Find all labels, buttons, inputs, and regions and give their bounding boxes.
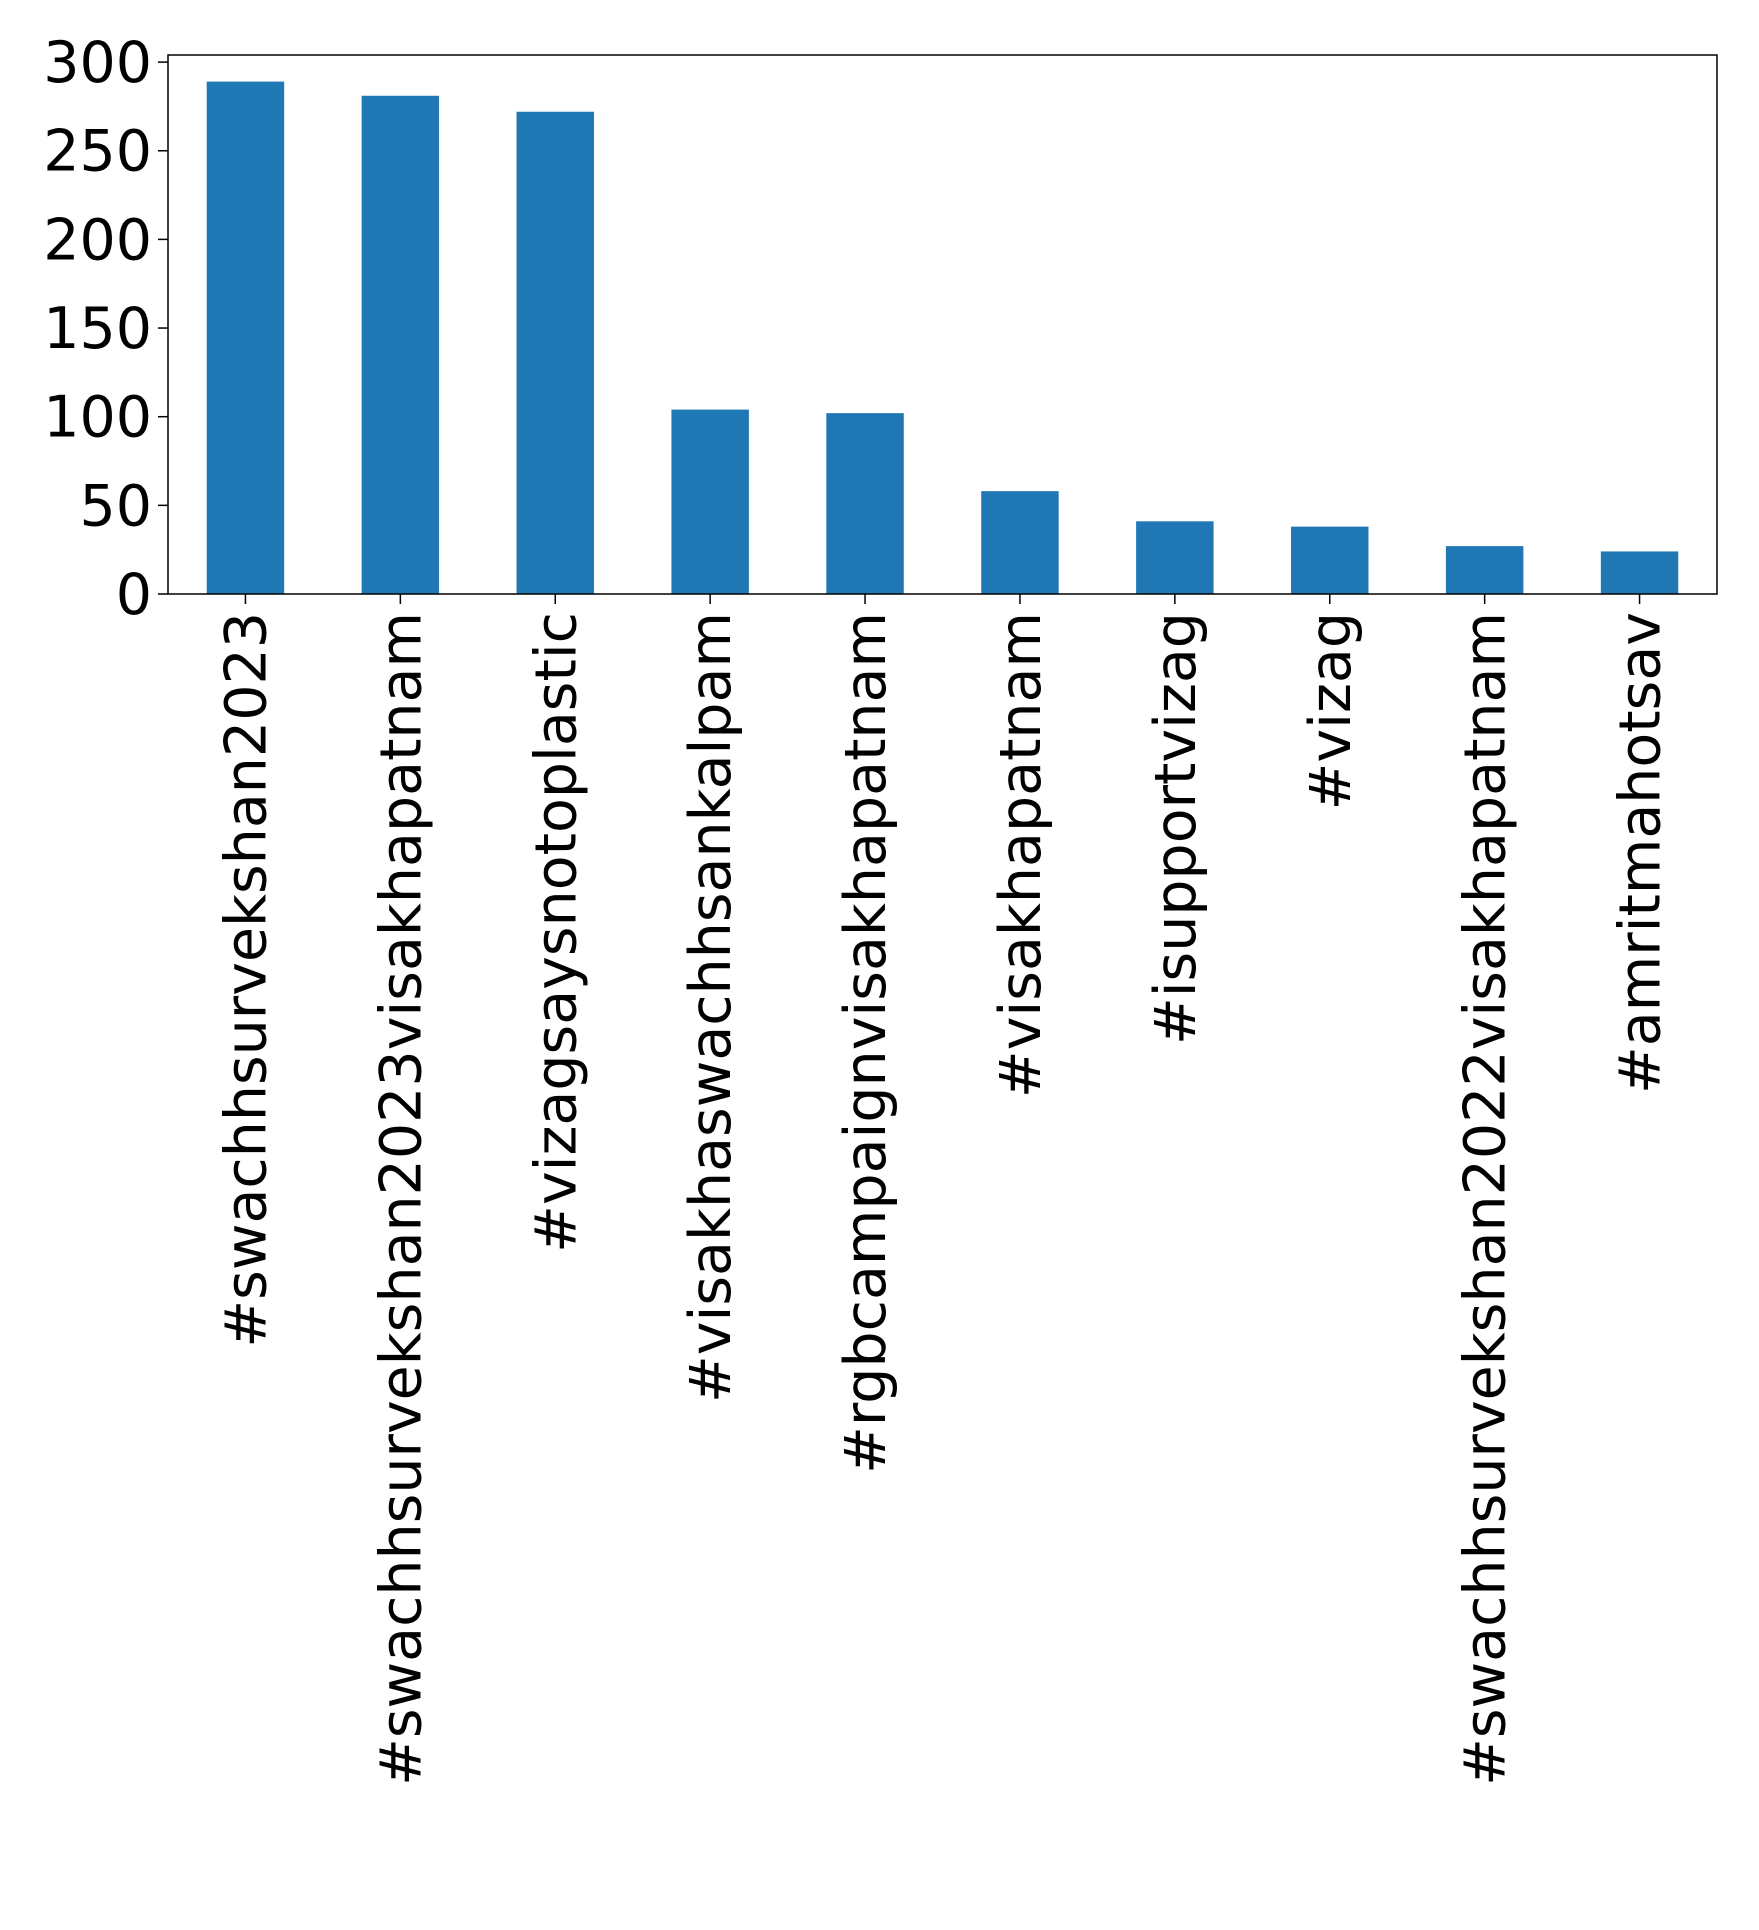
x-tick-label: #vizag <box>1298 612 1364 810</box>
y-axis: 0 50 100 150 200 250 300 <box>43 30 168 628</box>
x-tick-label: #swachhsurvekshan2023visakhapatnam <box>368 612 434 1786</box>
x-tick-label: #rgbcampaignvisakhapatnam <box>833 612 899 1474</box>
x-tick-label: #amritmahotsav <box>1608 612 1674 1094</box>
bar <box>1136 521 1214 594</box>
bar <box>516 111 594 594</box>
bar <box>1291 526 1369 594</box>
plot-frame <box>167 54 1718 595</box>
bar <box>206 81 285 594</box>
y-tick-label: 200 <box>43 207 152 273</box>
y-tick-label: 150 <box>43 296 152 362</box>
y-tick-label: 50 <box>79 473 152 539</box>
x-axis: #swachhsurvekshan2023 #swachhsurvekshan20… <box>213 594 1674 1786</box>
x-tick-label: #isupportvizag <box>1143 612 1209 1045</box>
x-tick-label: #swachhsurvekshan2022visakhapatnam <box>1453 612 1519 1786</box>
bar <box>981 491 1059 594</box>
x-tick-label: #visakhaswachhsankalpam <box>678 612 744 1403</box>
y-tick-label: 100 <box>43 385 152 451</box>
y-tick-label: 300 <box>43 30 152 96</box>
bar <box>1445 546 1524 594</box>
bar <box>671 409 749 594</box>
bar-series <box>206 81 1679 594</box>
y-tick-label: 250 <box>43 119 152 185</box>
bar <box>1600 551 1679 594</box>
y-tick-label: 0 <box>116 562 152 628</box>
bar <box>361 95 440 594</box>
x-tick-label: #swachhsurvekshan2023 <box>213 612 279 1348</box>
x-tick-label: #vizagsaysnotoplastic <box>523 612 589 1253</box>
bar <box>826 413 904 594</box>
x-tick-label: #visakhapatnam <box>988 612 1054 1098</box>
